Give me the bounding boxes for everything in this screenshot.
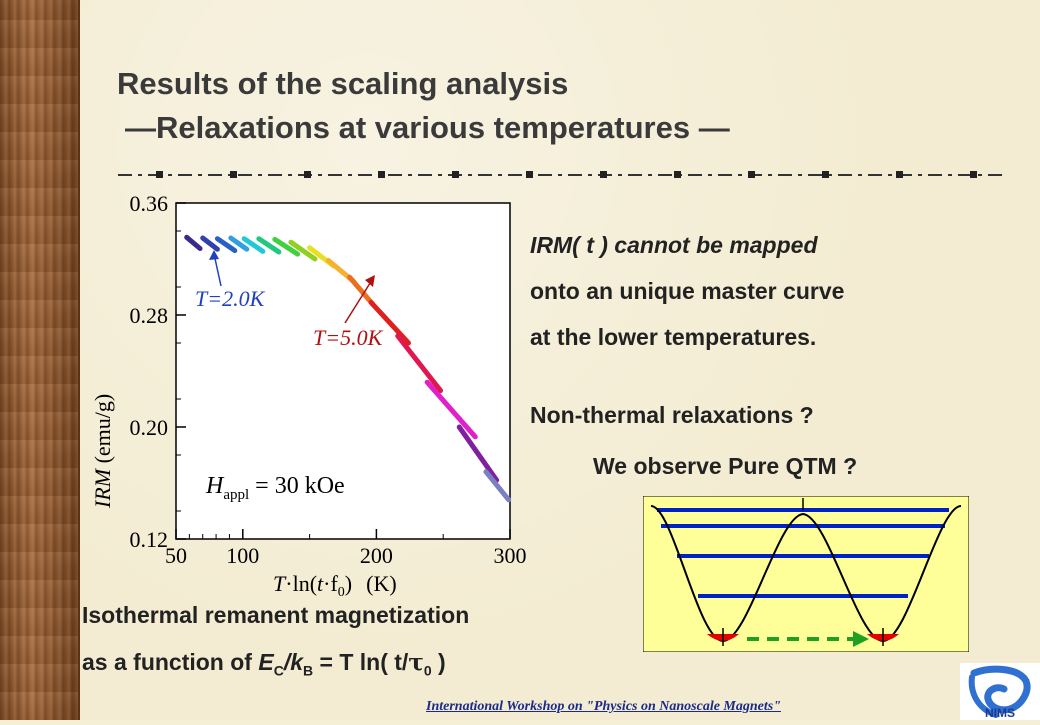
slide-background bbox=[80, 0, 1040, 720]
arrow-5k bbox=[344, 279, 373, 324]
slide-title: Results of the scaling analysis —Relaxat… bbox=[117, 62, 730, 150]
x-tick-label: 100 bbox=[226, 543, 259, 568]
x-tick-label: 200 bbox=[360, 543, 393, 568]
data-series-4 bbox=[241, 236, 266, 254]
title-line-2: —Relaxations at various temperatures — bbox=[125, 110, 730, 145]
question-2: We observe Pure QTM ? bbox=[593, 453, 858, 479]
data-series-3 bbox=[228, 235, 250, 252]
divider-dot bbox=[378, 171, 385, 178]
data-series-1 bbox=[200, 235, 220, 252]
divider-dot bbox=[748, 171, 755, 178]
data-series-2 bbox=[214, 236, 238, 254]
caption-line-2: as a function of EC/kB = T ln( t/τ0 ) bbox=[82, 649, 446, 679]
arrow-2k-head bbox=[209, 250, 219, 260]
annotation-2k: T=2.0K bbox=[195, 286, 266, 311]
y-tick-label: 0.12 bbox=[130, 527, 169, 552]
right-description: IRM( t ) cannot be mapped onto an unique… bbox=[530, 222, 844, 360]
question-1: Non-thermal relaxations ? bbox=[530, 402, 814, 428]
arrow-5k-head bbox=[365, 275, 375, 287]
divider-dot bbox=[304, 171, 311, 178]
divider-dot bbox=[674, 171, 681, 178]
double-well-diagram bbox=[643, 496, 969, 652]
data-series-12 bbox=[395, 333, 444, 394]
divider-dot bbox=[156, 171, 163, 178]
dashed-divider bbox=[118, 171, 1008, 178]
data-series-10 bbox=[347, 274, 375, 307]
divider-dot bbox=[230, 171, 237, 178]
footer-credit[interactable]: International Workshop on "Physics on Na… bbox=[426, 699, 781, 714]
potential-curve bbox=[650, 505, 962, 643]
tunneling-arrow-head bbox=[853, 631, 869, 647]
data-series-7 bbox=[288, 239, 318, 262]
x-axis-label: T·ln(t·f0) (K) bbox=[273, 571, 397, 600]
data-series-13 bbox=[424, 379, 478, 440]
svg-text:NIMS: NIMS bbox=[985, 706, 1015, 720]
desc-line-1: IRM( t ) cannot be mapped bbox=[530, 232, 818, 258]
diagram-frame bbox=[643, 496, 969, 652]
data-series-6 bbox=[272, 236, 301, 257]
divider-dot bbox=[600, 171, 607, 178]
caption-line-1: Isothermal remanent magnetization bbox=[82, 602, 470, 628]
divider-dot bbox=[822, 171, 829, 178]
desc-line-2: onto an unique master curve bbox=[530, 278, 845, 304]
data-series-11 bbox=[368, 299, 411, 346]
y-axis-label: IRM (emu/g) bbox=[90, 394, 115, 509]
y-tick-label: 0.36 bbox=[130, 191, 169, 216]
divider-dot bbox=[970, 171, 977, 178]
wood-sidebar bbox=[0, 0, 80, 720]
y-tick-label: 0.28 bbox=[130, 303, 169, 328]
annotation-5k: T=5.0K bbox=[313, 325, 384, 350]
plot-area bbox=[175, 202, 511, 540]
title-line-1: Results of the scaling analysis bbox=[117, 66, 569, 101]
field-label: Happl = 30 kOe bbox=[205, 473, 345, 503]
x-tick-label: 50 bbox=[165, 543, 187, 568]
divider-dot bbox=[896, 171, 903, 178]
y-tick-label: 0.20 bbox=[130, 415, 169, 440]
data-series-14 bbox=[456, 424, 500, 483]
data-series-0 bbox=[184, 234, 203, 251]
divider-dot bbox=[526, 171, 533, 178]
data-series-5 bbox=[256, 236, 282, 255]
desc-line-3: at the lower temperatures. bbox=[530, 324, 817, 350]
divider-dot bbox=[452, 171, 459, 178]
x-tick-label: 300 bbox=[494, 543, 527, 568]
data-series-15 bbox=[483, 469, 512, 503]
nims-logo: NIMS bbox=[960, 663, 1040, 720]
